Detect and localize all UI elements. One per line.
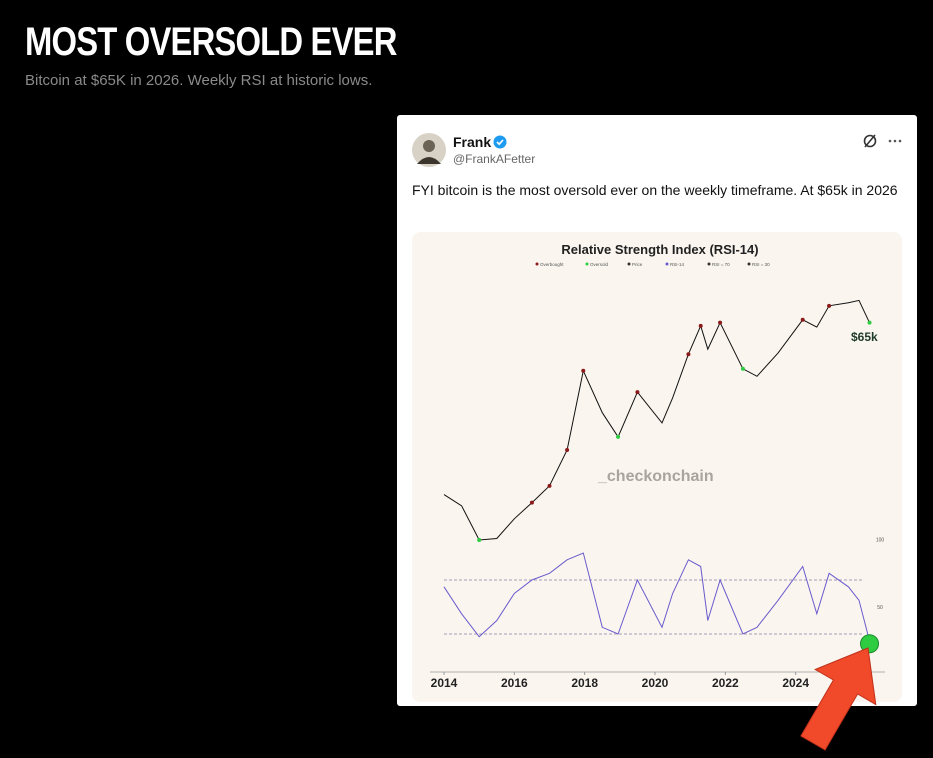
x-tick-label: 2016 bbox=[501, 676, 528, 690]
legend-swatch bbox=[627, 262, 631, 266]
overbought-marker bbox=[635, 390, 640, 395]
overbought-marker bbox=[800, 317, 805, 322]
x-tick-label: 2020 bbox=[642, 676, 669, 690]
subtitle: Bitcoin at $65K in 2026. Weekly RSI at h… bbox=[25, 72, 373, 89]
chart-title: Relative Strength Index (RSI-14) bbox=[561, 242, 758, 257]
avatar[interactable] bbox=[411, 132, 447, 168]
watermark: _checkonchain bbox=[597, 468, 714, 485]
oversold-marker bbox=[867, 320, 872, 325]
legend-swatch bbox=[707, 262, 711, 266]
rsi-line bbox=[443, 552, 870, 641]
x-tick-label: 2018 bbox=[571, 676, 598, 690]
legend-label: Price bbox=[632, 262, 643, 267]
legend-label: RSI-14 bbox=[670, 262, 685, 267]
highlight-arrow bbox=[800, 647, 877, 751]
verified-badge bbox=[493, 135, 507, 149]
legend-label: Overbought bbox=[540, 262, 564, 267]
x-tick-label: 2024 bbox=[782, 676, 809, 690]
legend-swatch bbox=[535, 262, 539, 266]
legend-swatch bbox=[585, 262, 589, 266]
rsi-tick-label: 100 bbox=[876, 538, 885, 544]
overbought-marker bbox=[698, 323, 703, 328]
overbought-marker bbox=[547, 483, 552, 488]
overbought-marker bbox=[827, 303, 832, 308]
rsi-tick-label: 50 bbox=[877, 605, 883, 611]
legend-label: RSI = 30 bbox=[752, 262, 770, 267]
overbought-marker bbox=[529, 500, 534, 505]
price-annotation: $65k bbox=[851, 330, 878, 344]
oversold-marker bbox=[740, 366, 745, 371]
post-actions[interactable] bbox=[862, 133, 907, 149]
legend-label: Oversold bbox=[590, 262, 609, 267]
x-tick-label: 2014 bbox=[431, 676, 458, 690]
overbought-marker bbox=[565, 448, 570, 453]
oversold-marker bbox=[477, 538, 482, 543]
x-tick-label: 2022 bbox=[712, 676, 739, 690]
legend-swatch bbox=[665, 262, 669, 266]
overbought-marker bbox=[718, 320, 723, 325]
author-handle[interactable]: @FrankAFetter bbox=[453, 152, 536, 166]
oversold-highlight bbox=[860, 634, 880, 654]
legend-swatch bbox=[747, 262, 751, 266]
title: MOST OVERSOLD EVER bbox=[25, 20, 397, 64]
overbought-marker bbox=[686, 352, 691, 357]
post-text: FYI bitcoin is the most oversold ever on… bbox=[412, 182, 898, 198]
author-name[interactable]: Frank bbox=[453, 134, 492, 150]
legend-label: RSI = 70 bbox=[712, 262, 730, 267]
overbought-marker bbox=[581, 368, 586, 373]
chart-panel bbox=[412, 232, 902, 702]
oversold-marker bbox=[616, 434, 621, 439]
price-line bbox=[443, 299, 870, 541]
